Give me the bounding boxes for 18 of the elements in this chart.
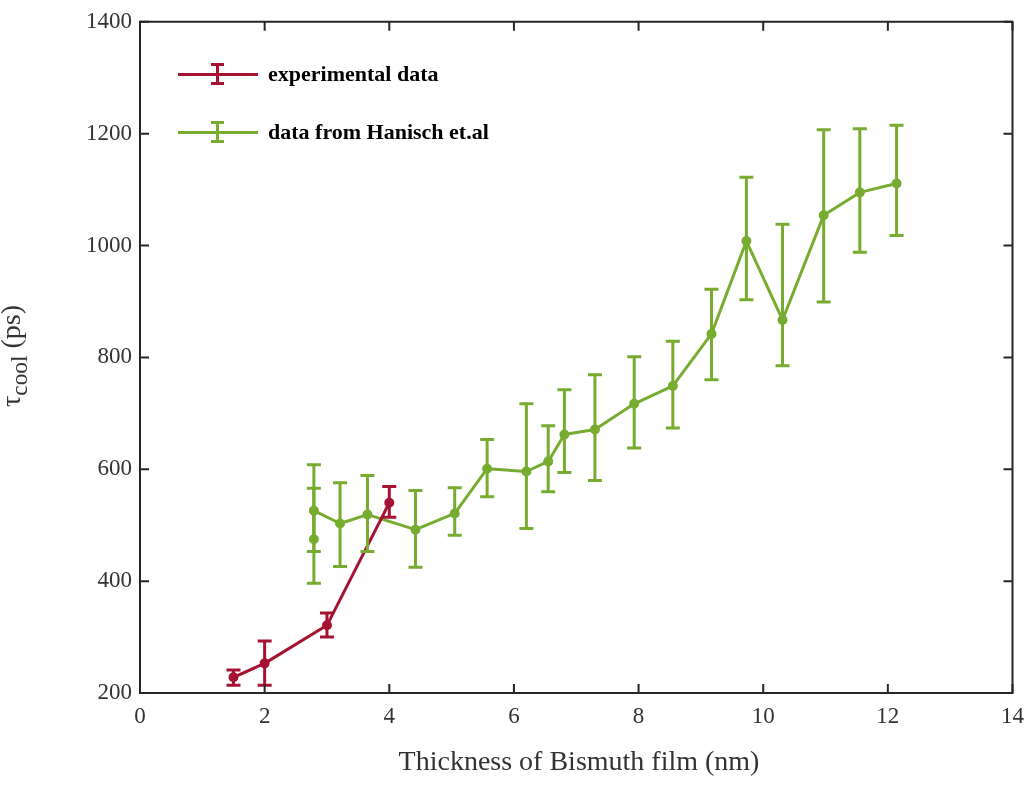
legend-label: data from Hanisch et.al — [268, 118, 489, 145]
legend-label: experimental data — [268, 60, 439, 87]
x-tick-label: 2 — [258, 702, 271, 728]
y-tick-label: 600 — [97, 455, 132, 481]
x-tick-label: 12 — [876, 702, 900, 728]
x-tick-label: 6 — [508, 702, 520, 728]
x-tick-label: 4 — [383, 702, 396, 728]
y-tick-label: 200 — [97, 679, 132, 705]
y-tick-label: 800 — [97, 343, 132, 369]
y-tick-label: 1200 — [86, 119, 132, 145]
x-tick-label: 10 — [751, 702, 775, 728]
y-tick-label: 1000 — [86, 231, 132, 257]
x-axis-title: Thickness of Bismuth film (nm) — [398, 745, 760, 777]
x-tick-label: 14 — [1001, 702, 1025, 728]
y-tick-label: 400 — [97, 567, 132, 593]
y-tick-label: 1400 — [86, 7, 132, 33]
x-tick-label: 0 — [134, 702, 146, 728]
x-tick-label: 8 — [632, 702, 645, 728]
